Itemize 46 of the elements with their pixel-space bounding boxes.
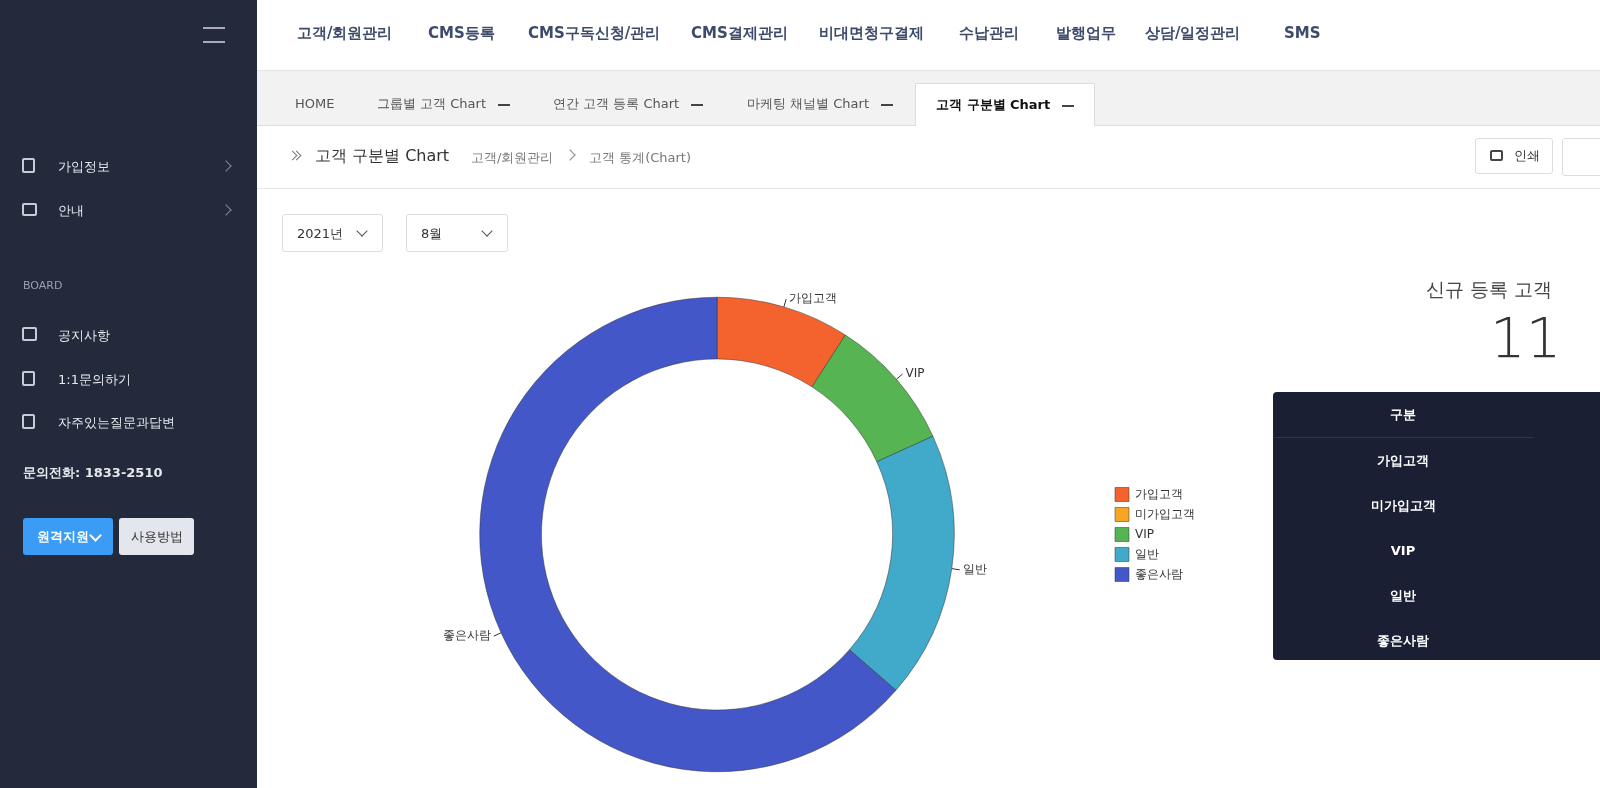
category-label: 좋은사람 (1377, 633, 1429, 648)
legend-label: 가입고객 (1135, 486, 1183, 501)
text: 상담/일정관리 (1145, 24, 1241, 43)
text: 고객 구분별 Chart (315, 146, 450, 167)
text: 자주있는질문과답변 (58, 414, 175, 432)
text: 1:1문의하기 (58, 371, 131, 389)
category-label: 가입고객 (1377, 453, 1429, 468)
text: 가입정보 (58, 158, 110, 176)
text: 8월 (406, 214, 508, 252)
text: 비대면청구결제 (819, 24, 924, 43)
legend-label: 미가입고객 (1135, 506, 1195, 521)
text: 구분 (1273, 392, 1533, 438)
text: BOARD (23, 279, 63, 292)
category-label: VIP (1390, 543, 1416, 558)
text: 고객/회원관리 (471, 149, 554, 167)
category-label: 일반 (1390, 588, 1416, 603)
text: 신규 등록 고객 (1426, 277, 1553, 302)
text: 연간 고객 등록 Chart (552, 95, 681, 113)
slice-label: 좋은사람 (442, 628, 491, 643)
legend-label: 좋은사람 (1135, 566, 1183, 581)
text: 안내 (58, 202, 84, 220)
text: 수납관리 (959, 24, 1019, 43)
text: 고객/회원관리 (297, 24, 393, 43)
text: 발행업무 (1056, 24, 1116, 43)
text: CMS결제관리 (691, 24, 788, 43)
slice-label: 가입고객 (789, 291, 838, 306)
slice-label: 일반 (962, 561, 987, 576)
text: HOME (294, 95, 336, 113)
text: 마케팅 채널별 Chart (746, 95, 870, 113)
slice-label: VIP (905, 366, 925, 381)
text: 문의전화: 1833-2510 (23, 464, 163, 482)
text: 원격지원 (23, 518, 113, 555)
text: SMS (1284, 24, 1321, 42)
category-label: 미가입고객 (1370, 498, 1436, 513)
text: 인쇄 (1475, 138, 1553, 174)
text: 그룹별 고객 Chart (376, 95, 487, 113)
text: 2021년 (282, 214, 383, 252)
text: CMS등록 (428, 24, 495, 43)
text: 11 (1490, 305, 1562, 370)
text: 고객 통계(Chart) (589, 149, 692, 167)
text: 사용방법 (119, 518, 194, 555)
text: 고객 구분별 Chart (915, 83, 1096, 126)
text: 공지사항 (58, 327, 110, 345)
legend-label: VIP (1135, 526, 1154, 541)
text: CMS구독신청/관리 (528, 24, 661, 43)
legend-label: 일반 (1135, 546, 1159, 561)
